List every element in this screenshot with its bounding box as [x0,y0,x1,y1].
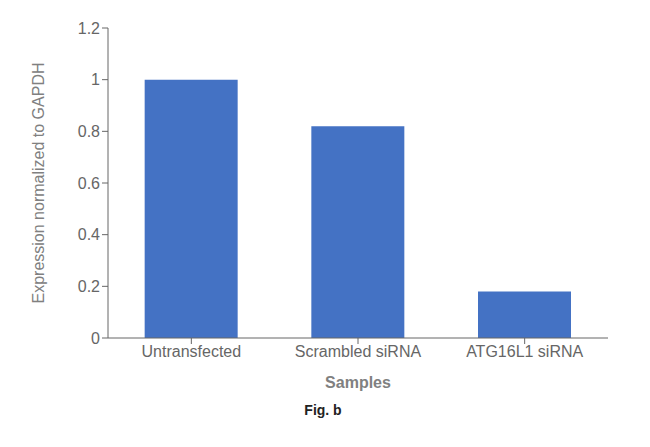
svg-text:0.6: 0.6 [78,175,100,192]
svg-text:1.2: 1.2 [78,20,100,37]
svg-text:0: 0 [91,330,100,347]
svg-text:1: 1 [91,71,100,88]
svg-text:Untransfected: Untransfected [142,343,242,360]
svg-text:0.4: 0.4 [78,226,100,243]
svg-text:0.2: 0.2 [78,278,100,295]
svg-text:Expression normalized to GAPDH: Expression normalized to GAPDH [30,63,47,304]
html-text:Fig. b: Fig. b [304,402,342,418]
svg-text:0.8: 0.8 [78,123,100,140]
svg-text:ATG16L1 siRNA: ATG16L1 siRNA [466,343,583,360]
svg-text:Samples: Samples [325,374,391,391]
svg-text:Scrambled siRNA: Scrambled siRNA [295,343,422,360]
